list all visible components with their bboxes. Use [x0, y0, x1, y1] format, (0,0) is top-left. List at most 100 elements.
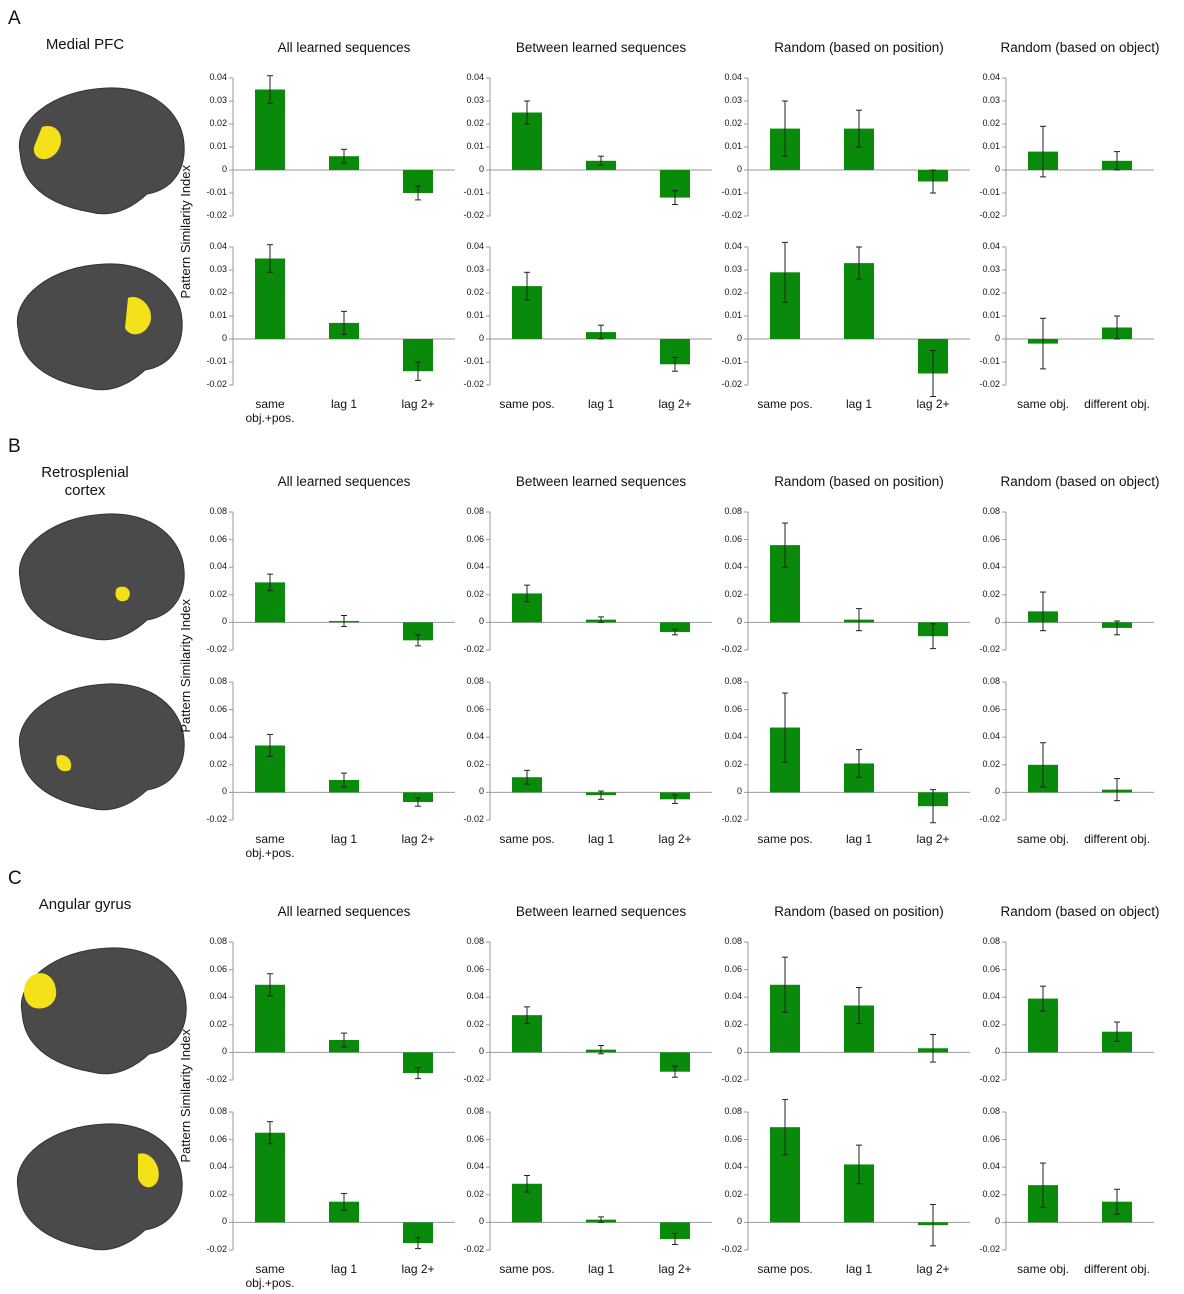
y-tick-label: 0.06: [444, 964, 484, 975]
x-tick-label: lag 2+: [637, 1262, 713, 1276]
y-tick-label: 0.06: [960, 964, 1000, 975]
y-tick-label: 0.08: [444, 936, 484, 947]
y-tick-label: -0.02: [960, 1244, 1000, 1255]
y-tick-label: 0.04: [960, 241, 1000, 252]
x-tick-label: lag 2+: [895, 832, 971, 846]
chart-title: Between learned sequences: [481, 474, 721, 490]
y-tick-label: 0.03: [444, 264, 484, 275]
y-tick-label: 0.08: [960, 1106, 1000, 1117]
y-tick-label: 0.02: [960, 1189, 1000, 1200]
y-tick-label: -0.01: [960, 187, 1000, 198]
panel-label: A: [8, 8, 21, 31]
y-tick-label: 0.01: [960, 141, 1000, 152]
y-tick-label: -0.01: [702, 187, 742, 198]
y-tick-label: 0.08: [702, 1106, 742, 1117]
y-tick-label: -0.01: [960, 356, 1000, 367]
y-tick-label: 0: [702, 1046, 742, 1057]
y-tick-label: 0.04: [960, 1161, 1000, 1172]
y-tick-label: 0: [702, 616, 742, 627]
y-tick-label: 0.08: [960, 936, 1000, 947]
brain-image: [19, 88, 184, 214]
y-tick-label: -0.02: [187, 814, 227, 825]
y-tick-label: 0.04: [444, 731, 484, 742]
y-tick-label: 0.02: [960, 1019, 1000, 1030]
chart-title: Random (based on object): [960, 904, 1184, 920]
x-tick-label: lag 1: [821, 832, 897, 846]
chart-title: Random (based on position): [739, 904, 979, 920]
y-tick-label: 0.02: [702, 589, 742, 600]
x-tick-label: different obj.: [1079, 397, 1155, 411]
y-tick-label: 0.04: [187, 1161, 227, 1172]
chart-title: Between learned sequences: [481, 40, 721, 56]
y-tick-label: 0.04: [960, 561, 1000, 572]
x-tick-label: lag 1: [306, 1262, 382, 1276]
y-tick-label: 0.01: [702, 141, 742, 152]
y-tick-label: 0.02: [444, 1189, 484, 1200]
y-tick-label: 0.08: [444, 506, 484, 517]
x-tick-label: same pos.: [489, 397, 565, 411]
y-tick-label: 0: [444, 164, 484, 175]
x-tick-label: same pos.: [747, 832, 823, 846]
y-tick-label: 0.04: [444, 1161, 484, 1172]
y-tick-label: -0.02: [960, 210, 1000, 221]
y-tick-label: 0.02: [444, 287, 484, 298]
y-tick-label: 0.04: [702, 731, 742, 742]
y-tick-label: 0.06: [702, 534, 742, 545]
y-tick-label: 0.02: [702, 759, 742, 770]
y-tick-label: 0.01: [960, 310, 1000, 321]
y-tick-label: 0.02: [444, 118, 484, 129]
y-tick-label: 0.02: [960, 287, 1000, 298]
y-tick-label: 0.04: [702, 72, 742, 83]
y-tick-label: 0.01: [187, 310, 227, 321]
y-tick-label: 0.04: [444, 241, 484, 252]
chart-title: Random (based on position): [739, 474, 979, 490]
x-tick-label: same obj.+pos.: [232, 1262, 308, 1291]
y-tick-label: 0.06: [702, 964, 742, 975]
x-tick-label: lag 1: [306, 832, 382, 846]
y-tick-label: 0.08: [187, 936, 227, 947]
y-tick-label: 0.06: [187, 964, 227, 975]
y-tick-label: 0.06: [702, 1134, 742, 1145]
y-tick-label: 0.08: [444, 1106, 484, 1117]
y-tick-label: -0.02: [702, 379, 742, 390]
y-tick-label: -0.02: [187, 379, 227, 390]
x-tick-label: lag 2+: [380, 1262, 456, 1276]
chart-title: Random (based on position): [739, 40, 979, 56]
y-tick-label: 0.01: [444, 141, 484, 152]
x-tick-label: lag 2+: [380, 832, 456, 846]
x-tick-label: lag 1: [306, 397, 382, 411]
y-tick-label: 0: [702, 1216, 742, 1227]
brain-image: [19, 514, 184, 640]
x-tick-label: lag 2+: [895, 1262, 971, 1276]
y-axis-label: Pattern Similarity Index: [178, 555, 194, 775]
y-tick-label: -0.01: [444, 187, 484, 198]
y-tick-label: 0.03: [187, 264, 227, 275]
chart-title: All learned sequences: [224, 474, 464, 490]
x-tick-label: lag 1: [563, 832, 639, 846]
y-tick-label: 0.06: [187, 534, 227, 545]
x-tick-label: lag 2+: [380, 397, 456, 411]
y-tick-label: 0: [187, 1216, 227, 1227]
y-tick-label: 0.08: [444, 676, 484, 687]
x-tick-label: lag 1: [563, 397, 639, 411]
y-tick-label: 0: [702, 786, 742, 797]
y-tick-label: 0.02: [702, 287, 742, 298]
y-tick-label: 0.04: [702, 1161, 742, 1172]
y-tick-label: -0.01: [444, 356, 484, 367]
x-tick-label: same obj.: [1005, 1262, 1081, 1276]
y-tick-label: -0.02: [444, 1074, 484, 1085]
y-tick-label: -0.02: [702, 1074, 742, 1085]
figure: AMedial PFCBRetrosplenial cortexCAngular…: [0, 0, 1184, 1294]
y-tick-label: 0: [444, 616, 484, 627]
brain-image: [19, 684, 184, 810]
x-tick-label: same pos.: [489, 1262, 565, 1276]
y-tick-label: 0.03: [444, 95, 484, 106]
panel-label: B: [8, 436, 21, 459]
chart-title: Random (based on object): [960, 40, 1184, 56]
y-tick-label: 0.06: [960, 1134, 1000, 1145]
y-tick-label: 0.02: [187, 1189, 227, 1200]
x-tick-label: same pos.: [747, 1262, 823, 1276]
x-tick-label: different obj.: [1079, 832, 1155, 846]
x-tick-label: same obj.+pos.: [232, 397, 308, 426]
brain-image: [17, 1124, 182, 1250]
